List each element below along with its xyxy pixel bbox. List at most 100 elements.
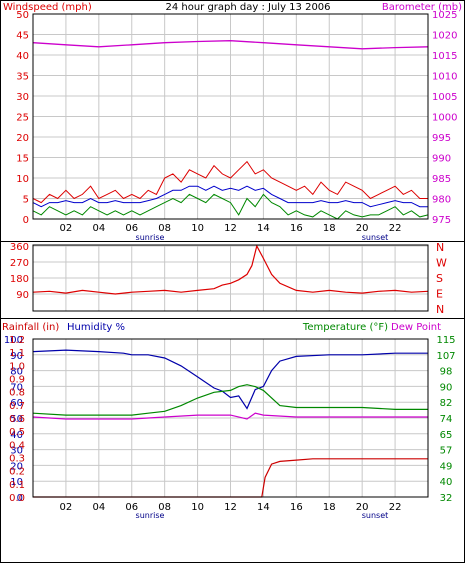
- rainfall-ytick-label: 0.0: [9, 493, 25, 504]
- humidity-xtick-label: 02: [60, 502, 73, 513]
- wind-xtick-label: 16: [290, 223, 303, 234]
- direction-series: [32, 244, 429, 295]
- graph-title: 24 hour graph day : July 13 2006: [165, 2, 330, 13]
- humidity-axis-label: Humidity %: [67, 322, 125, 333]
- series-avg: [32, 185, 428, 208]
- barometer-ytick-label: 1000: [432, 113, 457, 124]
- humidity-xtick-label: 04: [92, 502, 105, 513]
- temperature-ytick-label: 82: [440, 398, 453, 409]
- temperature-ytick-label: 49: [440, 461, 453, 472]
- humidity-xtick-label: 14: [257, 502, 270, 513]
- barometer-ytick-label: 1020: [432, 31, 457, 42]
- humidity-ytick-label: 50: [10, 414, 23, 425]
- temperature-ytick-label: 90: [440, 382, 453, 393]
- direction-ytick-label: 90: [16, 290, 29, 301]
- humidity-ytick-label: 40: [10, 430, 23, 441]
- wind-plot-frame: [32, 13, 429, 220]
- series-low: [32, 193, 429, 220]
- barometer-ytick-label: 985: [432, 174, 451, 185]
- rainfall-ytick-label: 1.1: [9, 348, 25, 359]
- rainfall-ytick-label: 0.7: [9, 401, 25, 412]
- temperature-ytick-label: 57: [440, 446, 453, 457]
- temperature-ytick-label: 32: [440, 493, 453, 504]
- rainfall-ytick-label: 0.9: [9, 375, 25, 386]
- temperature-ytick-label: 74: [440, 414, 453, 425]
- rainfall-ytick-label: 0.2: [9, 467, 25, 478]
- barometer-ytick-label: 980: [432, 195, 451, 206]
- wind-xtick-label: 12: [224, 223, 237, 234]
- wind-xtick-label: 04: [92, 223, 105, 234]
- humidity-ytick-label: 90: [10, 351, 23, 362]
- rainfall-ytick-label: 0.1: [9, 480, 25, 491]
- rainfall-ytick-label: 0.4: [9, 440, 25, 451]
- humidity-ytick-label: 100: [4, 335, 23, 346]
- wind-ytick-label: 40: [16, 51, 29, 62]
- rainfall-ytick-label: 0.8: [9, 388, 25, 399]
- wind-ytick-label: 15: [16, 154, 29, 165]
- humidity-xtick-label: 22: [389, 502, 402, 513]
- sunrise-label: sunrise: [136, 233, 165, 242]
- temperature-ytick-label: 40: [440, 477, 453, 488]
- humidity-ytick-label: 80: [10, 367, 23, 378]
- humidity-xticks: 02 04 06 08 10 12 14 16 18 20 22: [60, 502, 402, 513]
- temperature-ytick-label: 65: [440, 430, 453, 441]
- wind-yticks: 0 5 10 15 20 25 30 35 40 45 50: [16, 10, 29, 226]
- rain-humidity-temp-panel: Rainfall (in) Humidity % Temperature (°F…: [2, 322, 456, 520]
- series-direction: [32, 244, 429, 295]
- barometer-ytick-label: 1005: [432, 92, 457, 103]
- series-temperature: [32, 384, 428, 416]
- wind-ytick-label: 5: [23, 195, 29, 206]
- wind-ytick-label: 50: [16, 10, 29, 21]
- barometer-ytick-label: 990: [432, 154, 451, 165]
- dewpoint-axis-label: Dew Point: [391, 322, 441, 333]
- series-humidity: [32, 349, 428, 410]
- wind-ytick-label: 0: [23, 215, 29, 226]
- barometer-ytick-label: 975: [432, 215, 451, 226]
- direction-ytick-label: 270: [10, 258, 29, 269]
- rainfall-ytick-label: 1.2: [9, 335, 25, 346]
- wind-series: [32, 40, 429, 220]
- wind-ytick-label: 35: [16, 72, 29, 83]
- wind-ytick-label: 20: [16, 133, 29, 144]
- wind-ytick-label: 10: [16, 174, 29, 185]
- temperature-yticks: 32 40 49 57 65 74 82 90 98 107 115: [436, 335, 455, 504]
- humidity-ytick-label: 30: [10, 446, 23, 457]
- barometer-ytick-label: 1015: [432, 51, 457, 62]
- direction-ytick-label: 180: [10, 274, 29, 285]
- direction-ytick-label: 360: [10, 242, 29, 253]
- rainfall-ytick-label: 0.5: [9, 427, 25, 438]
- compass-label: W: [436, 257, 447, 270]
- wind-grid: [33, 13, 428, 220]
- humidity-xtick-label: 10: [191, 502, 204, 513]
- barometer-yticks: 975 980 985 990 995 1000 1005 1010 1015 1020 1025: [432, 10, 457, 226]
- direction-grid: [33, 245, 428, 311]
- wind-xtick-label: 10: [191, 223, 204, 234]
- humidity-xtick-label: 20: [356, 502, 369, 513]
- humidity-temp-series: [32, 349, 428, 498]
- temperature-ytick-label: 107: [436, 351, 455, 362]
- rainfall-ytick-label: 1.0: [9, 361, 25, 372]
- humidity-xtick-label: 06: [125, 502, 138, 513]
- wind-xtick-label: 22: [389, 223, 402, 234]
- rainfall-ytick-label: 0.3: [9, 454, 25, 465]
- rainfall-yticks: 0.0 0.1 0.2 0.3 0.4 0.5 0.6 0.7 0.8 0.9 1.0 1.1 1.2: [9, 335, 25, 504]
- humidity-xtick-label: 18: [323, 502, 336, 513]
- temperature-ytick-label: 115: [436, 335, 455, 346]
- humidity-ytick-label: 0: [17, 493, 23, 504]
- compass-label: N: [436, 241, 444, 254]
- compass-label: N: [436, 303, 444, 316]
- series-gust: [32, 160, 428, 204]
- humidity-xtick-label: 16: [290, 502, 303, 513]
- temperature-axis-label: Temperature (°F): [302, 322, 388, 333]
- direction-yticks: 90 180 270 360: [10, 242, 29, 301]
- temperature-ytick-label: 98: [440, 367, 453, 378]
- direction-plot-frame: [32, 244, 429, 312]
- rainfall-ytick-label: 0.6: [9, 414, 25, 425]
- humidity-xtick-label: 12: [224, 502, 237, 513]
- series-dewpoint: [32, 412, 428, 420]
- barometer-ytick-label: 995: [432, 133, 451, 144]
